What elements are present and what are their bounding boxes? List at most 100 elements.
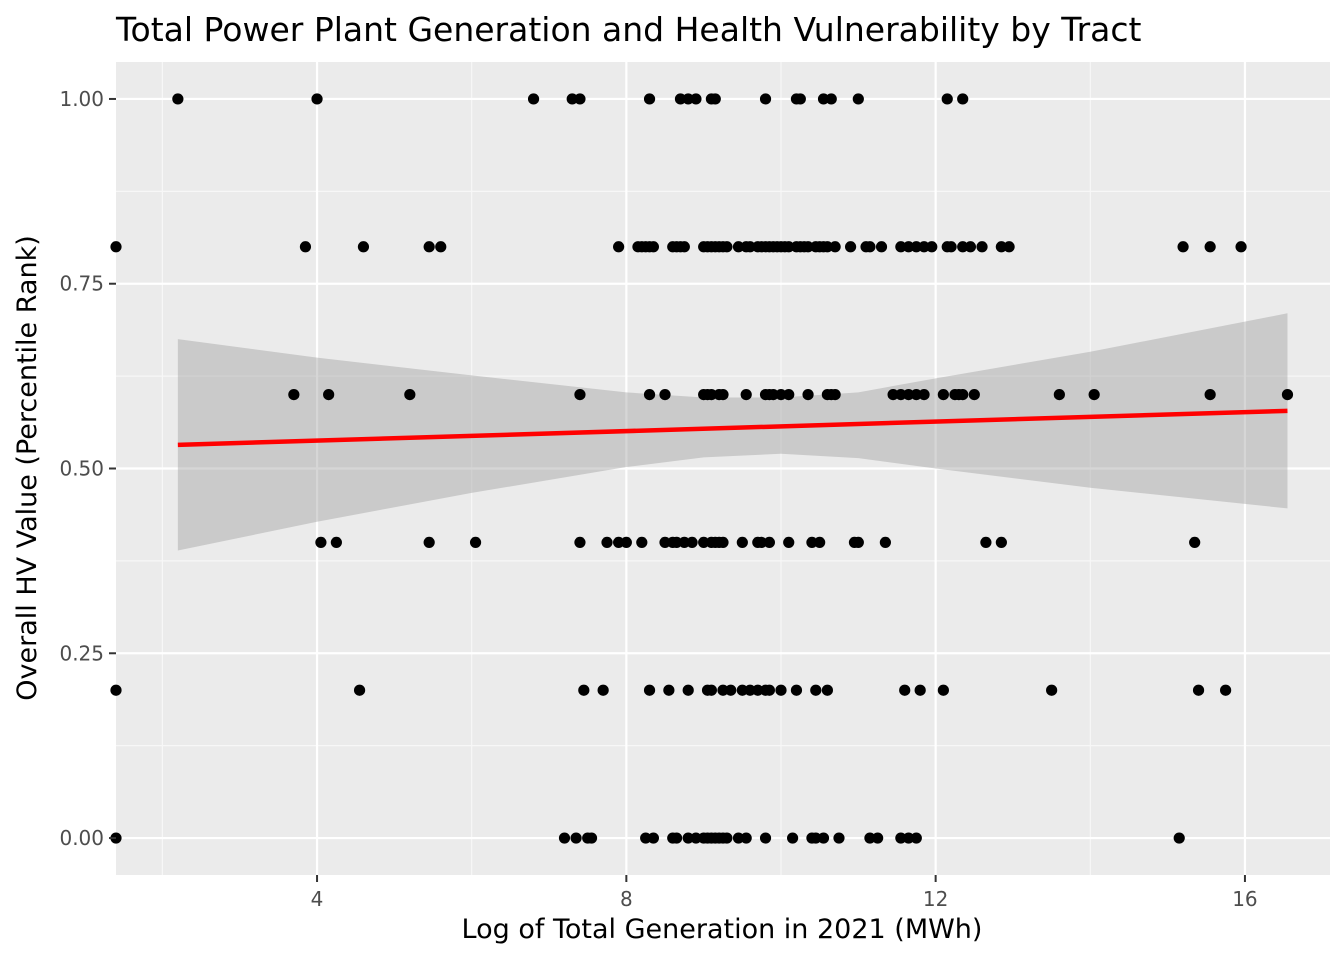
data-point bbox=[671, 832, 683, 844]
y-tick-label: 0.50 bbox=[59, 457, 104, 481]
data-point bbox=[717, 684, 729, 696]
data-point bbox=[647, 832, 660, 844]
data-point bbox=[802, 388, 814, 401]
data-point bbox=[647, 241, 660, 253]
y-axis: 0.00 0.25 0.50 0.75 1.00 bbox=[59, 87, 116, 850]
data-point bbox=[423, 536, 435, 549]
data-point bbox=[686, 536, 698, 549]
data-point bbox=[957, 388, 969, 401]
data-point bbox=[1235, 241, 1247, 253]
y-tick-label: 0.00 bbox=[59, 826, 104, 850]
data-point bbox=[323, 388, 335, 401]
data-point bbox=[918, 388, 930, 401]
data-point bbox=[1088, 388, 1100, 401]
data-point bbox=[721, 832, 733, 844]
data-point bbox=[786, 832, 799, 844]
data-point bbox=[1281, 388, 1294, 401]
data-point bbox=[698, 536, 710, 549]
data-point bbox=[315, 536, 327, 549]
data-point bbox=[844, 241, 857, 253]
data-point bbox=[740, 832, 752, 844]
data-point bbox=[1003, 241, 1015, 253]
data-point bbox=[914, 684, 926, 696]
data-point bbox=[110, 241, 122, 253]
data-point bbox=[732, 832, 745, 844]
data-point bbox=[736, 536, 748, 549]
data-point bbox=[1204, 241, 1216, 253]
data-point bbox=[570, 832, 582, 844]
data-point bbox=[659, 536, 671, 549]
data-point bbox=[527, 93, 540, 105]
x-tick-label: 12 bbox=[923, 887, 948, 911]
data-point bbox=[682, 684, 694, 696]
data-point bbox=[790, 684, 803, 696]
data-point bbox=[918, 241, 930, 253]
y-axis-title: Overall HV Value (Percentile Rank) bbox=[12, 235, 43, 700]
data-point bbox=[767, 388, 779, 401]
data-point bbox=[957, 93, 969, 105]
data-point bbox=[763, 684, 775, 696]
data-point bbox=[941, 93, 953, 105]
data-point bbox=[763, 536, 775, 549]
data-point bbox=[744, 241, 756, 253]
data-point bbox=[1177, 241, 1189, 253]
data-point bbox=[852, 536, 864, 549]
y-tick-label: 1.00 bbox=[59, 87, 104, 111]
data-point bbox=[895, 832, 907, 844]
data-point bbox=[817, 93, 830, 105]
data-point bbox=[671, 536, 683, 549]
data-point bbox=[910, 388, 922, 401]
data-point bbox=[833, 832, 845, 844]
data-point bbox=[794, 93, 806, 105]
data-point bbox=[895, 388, 907, 401]
data-point bbox=[964, 241, 977, 253]
data-point bbox=[404, 388, 416, 401]
data-point bbox=[601, 536, 613, 549]
data-point bbox=[887, 388, 899, 401]
data-point bbox=[810, 832, 822, 844]
data-point bbox=[423, 241, 435, 253]
data-point bbox=[968, 388, 980, 401]
data-point bbox=[937, 388, 949, 401]
data-point bbox=[725, 684, 737, 696]
data-point bbox=[636, 536, 648, 549]
data-point bbox=[783, 536, 795, 549]
y-tick-label: 0.75 bbox=[59, 272, 104, 296]
data-point bbox=[1204, 388, 1216, 401]
data-point bbox=[1173, 832, 1185, 844]
data-point bbox=[910, 241, 922, 253]
data-point bbox=[864, 241, 876, 253]
data-point bbox=[357, 241, 370, 253]
data-point bbox=[717, 536, 729, 549]
data-point bbox=[643, 93, 656, 105]
data-point bbox=[783, 388, 795, 401]
data-point bbox=[690, 93, 702, 105]
data-point bbox=[976, 241, 988, 253]
data-point bbox=[299, 241, 312, 253]
data-point bbox=[172, 93, 184, 105]
data-point bbox=[810, 684, 822, 696]
data-point bbox=[578, 684, 590, 696]
data-point bbox=[740, 388, 752, 401]
data-point bbox=[678, 241, 690, 253]
data-point bbox=[995, 241, 1007, 253]
data-point bbox=[353, 684, 366, 696]
data-point bbox=[756, 536, 768, 549]
data-point bbox=[902, 388, 915, 401]
data-point bbox=[613, 241, 625, 253]
data-point bbox=[945, 241, 957, 253]
data-point bbox=[802, 241, 814, 253]
data-point bbox=[574, 388, 586, 401]
x-tick-label: 8 bbox=[620, 887, 633, 911]
data-point bbox=[435, 241, 447, 253]
data-point bbox=[1053, 388, 1065, 401]
data-point bbox=[783, 241, 795, 253]
data-point bbox=[643, 684, 656, 696]
data-point bbox=[980, 536, 992, 549]
x-tick-label: 16 bbox=[1232, 887, 1257, 911]
data-point bbox=[288, 388, 300, 401]
data-point bbox=[597, 684, 609, 696]
data-point bbox=[311, 93, 323, 105]
data-point bbox=[825, 93, 837, 105]
